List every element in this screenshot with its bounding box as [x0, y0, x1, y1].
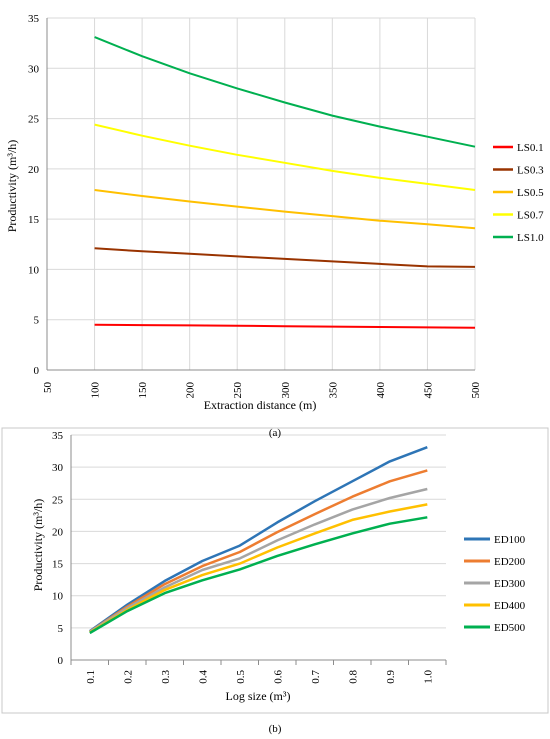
y-tick-label: 25	[28, 114, 40, 126]
series-line-ed200	[89, 469, 428, 633]
x-tick-label: 100	[90, 382, 102, 399]
x-tick-label: 500	[470, 382, 482, 399]
chart-a-y-tick-labels: 0 5 10 15 20 25 30 35	[28, 13, 40, 377]
legend-label: LS0.7	[517, 210, 544, 222]
chart-b-y-tick-labels: 0 5 10 15 20 25 30 35	[52, 430, 64, 667]
legend-label: LS0.5	[517, 187, 544, 199]
panel-label-a: (a)	[268, 427, 282, 439]
x-tick-label: 350	[327, 382, 339, 399]
panel-label-b: (b)	[268, 723, 282, 735]
series-line-ls0-5	[94, 189, 476, 230]
chart-a-axes	[46, 18, 475, 371]
y-tick-label: 5	[58, 623, 64, 635]
x-tick-label: 0.9	[385, 670, 397, 684]
chart-b-axes	[70, 435, 447, 665]
chart-a-x-axis-title: Extraction distance (m)	[204, 398, 317, 412]
x-tick-label: 0.7	[310, 670, 322, 684]
chart-a-gridlines	[47, 17, 476, 370]
chart-a-x-tick-labels: 50 100 150 200 250 300 350 400 450 500	[42, 382, 482, 399]
y-tick-label: 0	[34, 365, 40, 377]
series-line-ed500	[89, 516, 428, 635]
y-tick-label: 25	[52, 494, 64, 506]
x-tick-label: 150	[137, 382, 149, 399]
x-tick-label: 50	[42, 382, 54, 394]
x-tick-label: 300	[280, 382, 292, 399]
x-tick-label: 200	[185, 382, 197, 399]
y-tick-label: 5	[34, 315, 40, 327]
x-tick-label: 0.3	[160, 670, 172, 684]
series-line-ls0-1	[94, 323, 476, 329]
legend-label: ED200	[494, 556, 526, 568]
y-tick-label: 30	[28, 63, 40, 75]
legend-label: ED500	[494, 622, 526, 634]
y-tick-label: 20	[52, 526, 64, 538]
y-tick-label: 35	[28, 13, 40, 25]
legend-label: ED400	[494, 600, 526, 612]
x-tick-label: 450	[422, 382, 434, 399]
chart-b-legend: ED100 ED200 ED300 ED400 ED500	[464, 534, 526, 634]
chart-b-x-tick-labels: 0.1 0.2 0.3 0.4 0.5 0.6 0.7 0.8 0.9 1.0	[85, 670, 435, 684]
chart-b-y-axis-title: Productivity (m³/h)	[31, 499, 45, 592]
series-line-ed100	[89, 446, 428, 633]
x-tick-label: 400	[375, 382, 387, 399]
series-line-ed300	[89, 487, 428, 633]
y-tick-label: 10	[28, 264, 40, 276]
chart-a: 0 5 10 15 20 25 30 35 50 100 150 200 250 300 350 400 45…	[5, 13, 544, 412]
x-tick-label: 250	[232, 382, 244, 399]
y-tick-label: 35	[52, 430, 64, 442]
chart-b-series-lines	[89, 446, 428, 635]
legend-label: ED300	[494, 578, 526, 590]
chart-b-gridlines	[71, 434, 446, 629]
legend-label: LS0.3	[517, 165, 544, 177]
x-tick-label: 0.5	[235, 670, 247, 684]
chart-a-series-lines	[94, 36, 476, 329]
series-line-ls1-0	[94, 36, 476, 148]
legend-label: LS1.0	[517, 232, 544, 244]
chart-a-legend: LS0.1 LS0.3 LS0.5 LS0.7 LS1.0	[493, 142, 544, 244]
chart-b-x-axis-title: Log size (m³)	[226, 689, 291, 703]
y-tick-label: 30	[52, 462, 64, 474]
x-tick-label: 0.1	[85, 670, 97, 684]
chart-b-frame	[1, 427, 549, 714]
y-tick-label: 15	[52, 559, 64, 571]
y-tick-label: 20	[28, 164, 40, 176]
y-tick-label: 0	[58, 655, 64, 667]
series-line-ls0-3	[94, 247, 476, 268]
series-line-ed400	[89, 503, 428, 634]
series-line-ls0-7	[94, 123, 476, 191]
chart-a-y-axis-title: Productivity (m³/h)	[5, 140, 19, 233]
x-tick-label: 0.2	[122, 670, 134, 684]
legend-label: ED100	[494, 534, 526, 546]
x-tick-label: 0.6	[272, 670, 284, 684]
x-tick-label: 0.4	[197, 670, 209, 684]
x-tick-label: 0.8	[347, 670, 359, 684]
y-tick-label: 10	[52, 591, 64, 603]
legend-label: LS0.1	[517, 142, 544, 154]
x-tick-label: 1.0	[422, 670, 434, 684]
y-tick-label: 15	[28, 214, 40, 226]
